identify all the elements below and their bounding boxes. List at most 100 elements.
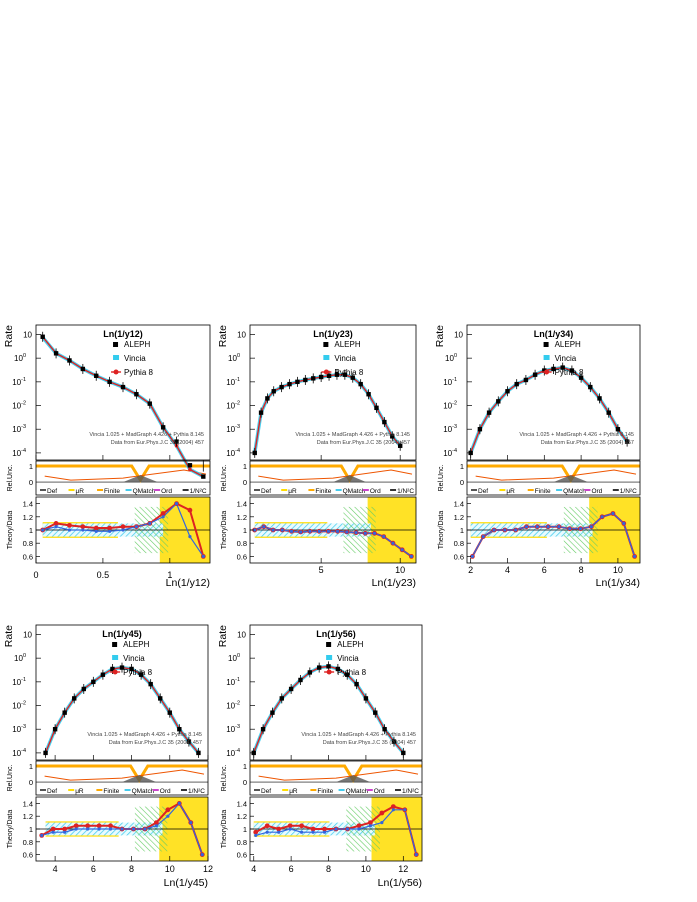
xtick-label: 10 xyxy=(361,864,371,874)
ratio-vincia-point xyxy=(161,515,165,519)
rel-legend-label: Ord xyxy=(161,488,172,495)
ratio-vincia-point xyxy=(41,528,45,532)
x-axis-label: Ln(1/y23) xyxy=(372,577,416,589)
legend-vincia-marker xyxy=(323,355,330,360)
ratio-vincia-point xyxy=(363,531,367,535)
data-point xyxy=(401,750,406,756)
ratio-vincia-point xyxy=(174,502,179,506)
ratio-vincia-point xyxy=(409,554,413,559)
data-point xyxy=(167,710,172,715)
data-point xyxy=(120,384,126,390)
main-ytick-label: 10-2 xyxy=(226,401,240,411)
ratio-vincia-point xyxy=(622,521,626,526)
ratio-ytick-label: 0.8 xyxy=(237,838,247,847)
legend-vincia-label: Vincia xyxy=(555,354,577,363)
ratio-vincia-point xyxy=(288,827,292,831)
ratio-ytick-label: 1.2 xyxy=(237,513,247,522)
ratio-pythia-point xyxy=(62,826,68,832)
ratio-vincia-point xyxy=(334,827,338,831)
ratio-vincia-point xyxy=(200,853,204,857)
data-point xyxy=(287,381,292,387)
xtick-label: 8 xyxy=(129,864,134,874)
xtick-label: 10 xyxy=(395,565,405,575)
ratio-pythia-point xyxy=(264,823,270,829)
ratio-pythia-point xyxy=(253,829,259,835)
ratio-vincia-point xyxy=(308,529,312,533)
data-point xyxy=(334,372,340,377)
data-point xyxy=(260,727,266,732)
xtick-label: 6 xyxy=(542,565,547,575)
panel-5: Def μR Finite QMatch Ord 1/N²C ALEPH Vincia Pyth… xyxy=(217,624,423,889)
panel-title: Ln(1/y56) xyxy=(316,629,356,639)
data-point xyxy=(477,427,483,432)
ratio-ytick-label: 0.6 xyxy=(237,552,247,561)
ratio-vincia-point xyxy=(299,530,303,534)
ratio-ytick-label: 1.4 xyxy=(237,500,247,509)
ratio-vincia-point xyxy=(311,830,315,834)
ratio-vincia-point xyxy=(503,528,507,532)
ratio-vincia-point xyxy=(546,525,550,529)
y-axis-label-ratio: Theory/Data xyxy=(7,511,14,550)
ratio-vincia-point xyxy=(189,821,193,825)
ratio-pythia-point xyxy=(390,804,396,809)
xtick-label: 12 xyxy=(203,864,213,874)
ratio-pythia-point xyxy=(96,823,102,829)
main-ytick-label: 100 xyxy=(14,353,26,363)
rel-frame xyxy=(249,460,417,496)
ratio-pythia-point xyxy=(379,810,385,816)
legend-vincia-label: Vincia xyxy=(123,654,145,663)
caption-generator: Vincia 1.025 + MadGraph 4.426 + Pythia 8… xyxy=(89,432,204,438)
data-point xyxy=(615,427,621,432)
data-point xyxy=(53,351,59,356)
main-ytick-label: 10-4 xyxy=(226,448,240,458)
xtick-label: 4 xyxy=(251,864,256,874)
data-point xyxy=(542,368,547,373)
rel-legend-label: Def xyxy=(47,788,57,795)
rel-legend-label: Def xyxy=(261,788,271,795)
data-point xyxy=(335,666,341,672)
main-ytick-label: 10 xyxy=(237,630,246,639)
data-point xyxy=(569,368,575,373)
xtick-label: 1 xyxy=(167,570,172,580)
data-point xyxy=(187,463,193,468)
y-axis-label-main: Rate xyxy=(217,325,229,347)
rel-frame xyxy=(35,760,209,796)
data-point xyxy=(350,375,355,380)
data-point xyxy=(160,425,166,430)
rel-unc-def xyxy=(336,775,371,783)
ratio-vincia-point xyxy=(300,830,304,834)
x-axis-label: Ln(1/y45) xyxy=(164,877,208,889)
panel-2: Def μR Finite QMatch Ord 1/N²C ALEPH Vincia Pyth… xyxy=(217,324,417,589)
main-ytick-label: 10-4 xyxy=(12,448,26,458)
xtick-label: 10 xyxy=(165,864,175,874)
xtick-label: 0 xyxy=(33,570,38,580)
caption-generator: Vincia 1.025 + MadGraph 4.426 + Pythia 8… xyxy=(301,732,416,738)
caption-data-source: Data from Eur.Phys.J.C 35 (2004) 457 xyxy=(111,440,204,446)
y-axis-label-rel: Rel.Unc. xyxy=(7,465,14,492)
rel-legend-label: QMatch xyxy=(133,488,156,495)
ratio-pythia-point xyxy=(85,823,90,829)
ratio-ytick-label: 1.2 xyxy=(454,513,464,522)
ratio-vincia-point xyxy=(326,529,330,533)
ratio-pythia-point xyxy=(67,522,72,528)
data-point xyxy=(307,670,313,675)
xtick-label: 8 xyxy=(326,864,331,874)
main-ytick-label: 10-3 xyxy=(12,424,26,434)
rel-legend-label: μR xyxy=(76,488,85,495)
rel-unc-mur xyxy=(44,769,205,781)
xtick-label: 12 xyxy=(398,864,408,874)
ratio-vincia-point xyxy=(368,824,372,828)
main-ytick-label: 10 xyxy=(454,330,463,339)
ratio-vincia-point xyxy=(357,827,361,831)
data-point xyxy=(342,372,348,377)
data-point xyxy=(606,410,611,415)
y-axis-label-main: Rate xyxy=(217,625,229,647)
data-point xyxy=(358,381,363,387)
main-frame xyxy=(249,624,423,761)
data-point xyxy=(624,439,630,444)
rel-legend-label: QMatch xyxy=(563,488,586,495)
y-axis-label-main: Rate xyxy=(3,625,15,647)
legend-pythia-label: Pythia 8 xyxy=(124,368,153,377)
caption-data-source: Data from Eur.Phys.J.C 35 (2004) 457 xyxy=(541,440,634,446)
ratio-vincia-point xyxy=(154,824,158,828)
